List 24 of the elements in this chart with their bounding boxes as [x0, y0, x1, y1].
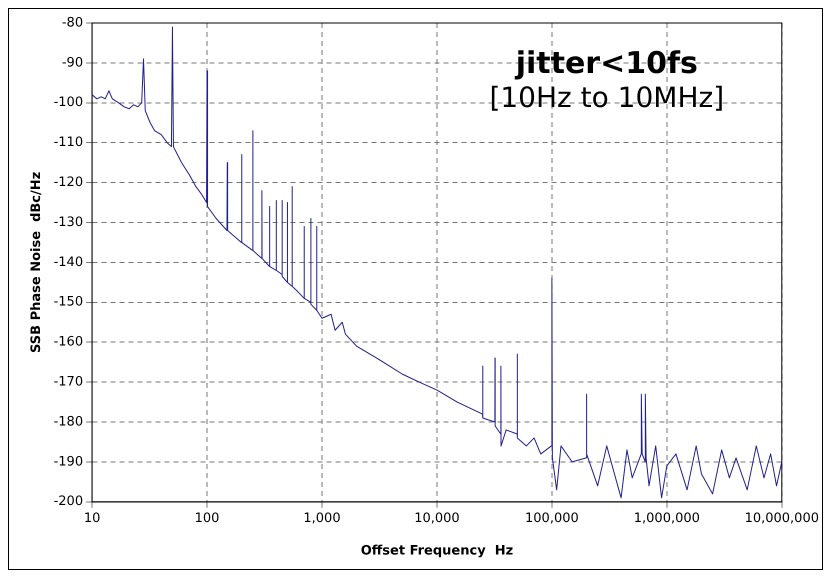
- y-tick-label: -180: [54, 414, 84, 430]
- y-tick-label: -170: [54, 374, 84, 390]
- y-tick-label: -150: [54, 294, 84, 310]
- y-tick-label: -100: [54, 95, 84, 110]
- y-tick-label: -200: [54, 494, 84, 510]
- y-tick-label: -80: [62, 15, 84, 30]
- x-tick-label: 10: [84, 510, 100, 526]
- x-tick-label: 100: [194, 510, 220, 526]
- y-tick-label: -140: [54, 254, 84, 270]
- annotation: jitter<10fs: [514, 46, 698, 81]
- x-tick-label: 10,000,000: [744, 510, 819, 526]
- y-tick-label: -160: [54, 334, 84, 350]
- y-tick-label: -130: [54, 214, 84, 230]
- x-tick-label: 1,000,000: [634, 510, 700, 526]
- y-axis-title: SSB Phase Noise dBc/Hz: [29, 172, 44, 353]
- y-tick-label: -110: [54, 135, 84, 150]
- y-tick-label: -90: [62, 55, 84, 70]
- y-tick-label: -120: [54, 174, 84, 190]
- x-tick-label: 10,000: [414, 510, 460, 526]
- y-tick-label: -190: [54, 454, 84, 470]
- annotation: [10Hz to 10MHz]: [489, 81, 724, 114]
- x-tick-label: 100,000: [525, 510, 579, 526]
- x-tick-label: 1,000: [303, 510, 341, 526]
- x-axis-title: Offset Frequency Hz: [360, 544, 514, 559]
